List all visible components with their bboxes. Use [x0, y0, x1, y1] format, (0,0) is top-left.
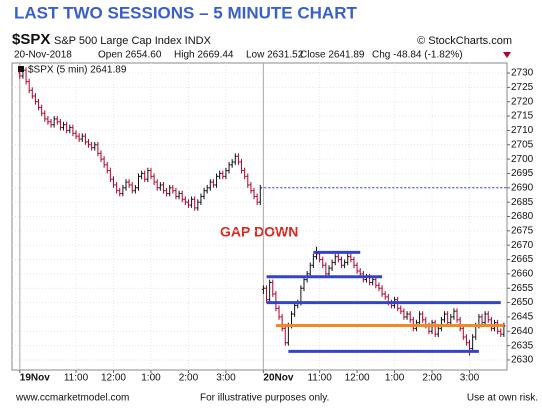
x-tick-label: 1:00 — [141, 373, 161, 384]
x-tick-label: 3:00 — [216, 373, 236, 384]
y-tick-label: 2655 — [511, 283, 534, 294]
y-tick-label: 2725 — [511, 82, 534, 93]
symbol: $SPX — [12, 31, 50, 48]
x-tick-label: 2:00 — [422, 373, 442, 384]
x-tick-label: 11:00 — [64, 373, 89, 384]
y-tick-label: 2720 — [511, 96, 534, 107]
chg-stat: Chg -48.84 (-1.82%) — [372, 50, 463, 61]
y-tick-label: 2680 — [511, 211, 534, 222]
x-tick-label: 2:00 — [179, 373, 199, 384]
y-tick-label: 2705 — [511, 139, 534, 150]
down-arrow — [503, 52, 511, 58]
y-tick-label: 2695 — [511, 168, 534, 179]
x-tick-label: 11:00 — [307, 373, 332, 384]
chart-title: LAST TWO SESSIONS – 5 MINUTE CHART — [14, 3, 357, 22]
high-stat: High 2669.44 — [174, 50, 234, 61]
low-stat: Low 2631.52 — [246, 50, 304, 61]
y-tick-label: 2640 — [511, 326, 534, 337]
y-tick-label: 2630 — [511, 355, 534, 366]
footer-right: Use at own risk. — [467, 393, 538, 404]
y-tick-label: 2660 — [511, 269, 534, 280]
x-tick-label: 12:00 — [101, 373, 126, 384]
y-tick-label: 2645 — [511, 312, 534, 323]
x-tick-label: 1:00 — [385, 373, 405, 384]
open-stat: Open 2654.60 — [98, 50, 162, 61]
x-tick-label: 20Nov — [263, 373, 293, 384]
y-tick-label: 2700 — [511, 154, 534, 165]
annotation: GAP DOWN — [220, 224, 298, 240]
close-stat: Close 2641.89 — [300, 50, 365, 61]
legend-swatch — [18, 66, 24, 72]
x-tick-label: 12:00 — [345, 373, 370, 384]
copyright: © StockCharts.com — [417, 35, 512, 47]
y-tick-label: 2690 — [511, 182, 534, 193]
footer-center: For illustrative purposes only. — [200, 393, 329, 404]
footer-left: www.ccmarketmodel.com — [15, 393, 129, 404]
legend-label: $SPX (5 min) 2641.89 — [28, 65, 127, 76]
y-tick-label: 2670 — [511, 240, 534, 251]
y-tick-label: 2635 — [511, 340, 534, 351]
y-tick-label: 2650 — [511, 297, 534, 308]
index-name: S&P 500 Large Cap Index INDX — [54, 35, 212, 47]
y-tick-label: 2675 — [511, 225, 534, 236]
y-tick-label: 2710 — [511, 125, 534, 136]
y-tick-label: 2665 — [511, 254, 534, 265]
y-tick-label: 2730 — [511, 68, 534, 79]
date: 20-Nov-2018 — [14, 50, 72, 61]
y-tick-label: 2715 — [511, 111, 534, 122]
y-tick-label: 2685 — [511, 197, 534, 208]
x-tick-label: 3:00 — [460, 373, 480, 384]
x-tick-label: 19Nov — [20, 373, 50, 384]
